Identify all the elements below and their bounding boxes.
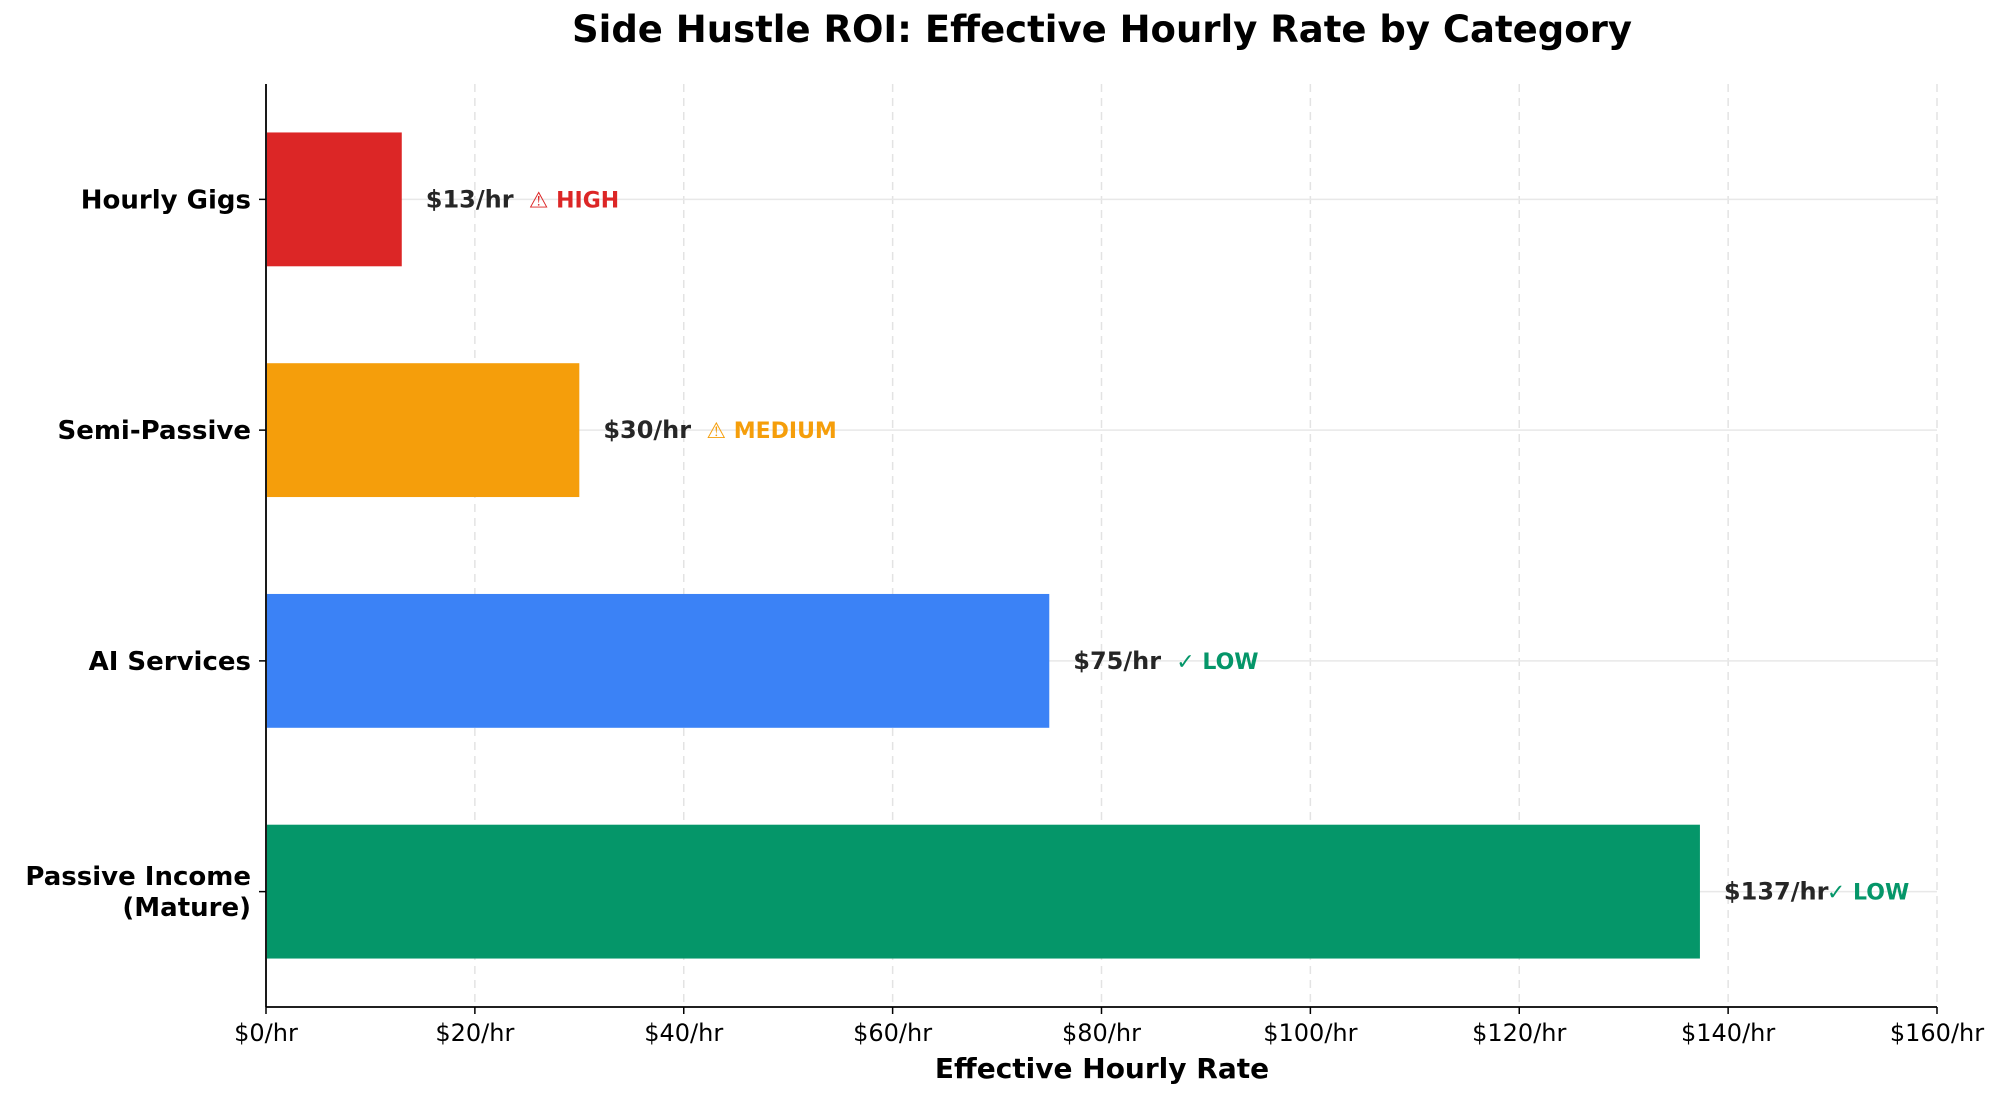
category-label: Semi-Passive	[57, 416, 251, 446]
value-label: $30/hr	[603, 416, 691, 444]
bar	[267, 593, 1050, 728]
x-tick-label: $160/hr	[1890, 1019, 1984, 1047]
risk-label: ⚠ HIGH	[529, 188, 619, 213]
value-label: $75/hr	[1073, 647, 1161, 675]
category-label: Passive Income (Mature)	[25, 862, 251, 923]
x-tick-label: $100/hr	[1263, 1019, 1357, 1047]
category-label-line: AI Services	[89, 647, 251, 677]
category-label-line: (Mature)	[122, 893, 251, 923]
chart-title: Side Hustle ROI: Effective Hourly Rate b…	[572, 8, 1632, 51]
value-label: $13/hr	[426, 185, 514, 213]
x-tick-label: $120/hr	[1472, 1019, 1566, 1047]
labels: $13/hr ⚠ HIGH$30/hr ⚠ MEDIUM$75/hr ✓ LOW$13…	[426, 185, 1909, 905]
x-tick-label: $0/hr	[234, 1019, 298, 1047]
bar	[267, 363, 580, 498]
bars	[267, 132, 1700, 959]
risk-label: ✓ LOW	[1176, 650, 1258, 675]
x-tick-label: $80/hr	[1062, 1019, 1141, 1047]
risk-label: ⚠ MEDIUM	[706, 419, 837, 444]
category-label-line: Passive Income	[25, 862, 251, 892]
bar	[267, 824, 1700, 959]
category-label-line: Hourly Gigs	[81, 185, 251, 215]
x-tick-label: $40/hr	[644, 1019, 723, 1047]
x-tick-label: $60/hr	[853, 1019, 932, 1047]
bar	[267, 132, 402, 267]
axes: $0/hr $20/hr $40/hr $60/hr $80/hr $100/hr $120…	[25, 84, 1984, 1047]
category-label: Hourly Gigs	[81, 185, 251, 215]
x-tick-label: $140/hr	[1681, 1019, 1775, 1047]
value-label: $137/hr	[1724, 878, 1829, 906]
category-label: AI Services	[89, 647, 251, 677]
x-axis-label: Effective Hourly Rate	[935, 1052, 1269, 1085]
risk-label: ✓ LOW	[1827, 881, 1909, 906]
category-label-line: Semi-Passive	[57, 416, 251, 446]
x-tick-label: $20/hr	[435, 1019, 514, 1047]
